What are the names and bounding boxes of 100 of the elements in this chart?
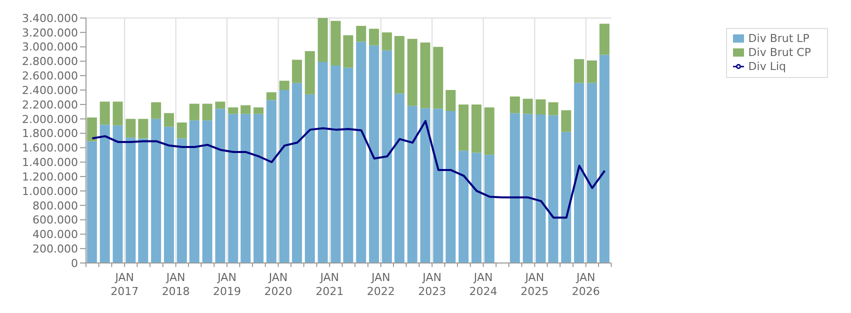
bar xyxy=(228,114,238,263)
bar xyxy=(266,92,276,100)
y-tick-label: 600.000 xyxy=(32,214,78,227)
bar xyxy=(484,154,494,263)
bar xyxy=(369,28,380,46)
x-tick-label: JAN 2025 xyxy=(520,271,549,298)
bar xyxy=(176,138,187,263)
bar xyxy=(304,94,315,263)
bar xyxy=(240,105,251,114)
x-tick-label: JAN 2021 xyxy=(316,271,344,298)
legend-label: Div Liq xyxy=(748,60,786,73)
y-tick-label: 800.000 xyxy=(32,199,78,212)
bar xyxy=(202,120,212,263)
bar xyxy=(151,118,162,263)
bar xyxy=(189,120,200,263)
bar xyxy=(420,42,430,108)
bar xyxy=(407,38,418,106)
legend-label: Div Brut CP xyxy=(748,46,811,59)
bar xyxy=(318,62,328,263)
bar xyxy=(292,82,302,263)
bar xyxy=(100,124,110,263)
bar xyxy=(164,126,174,263)
bar xyxy=(561,110,572,132)
bar xyxy=(330,66,341,263)
bar xyxy=(100,102,110,125)
bar xyxy=(586,82,597,263)
bar xyxy=(202,104,212,120)
bar xyxy=(599,24,610,55)
bar xyxy=(189,104,200,120)
x-tick-label: JAN 2026 xyxy=(572,271,600,298)
bar xyxy=(318,18,328,62)
bar xyxy=(599,54,610,263)
bar xyxy=(176,122,187,138)
bar xyxy=(586,60,597,83)
bar xyxy=(304,51,315,94)
x-tick-label: JAN 2017 xyxy=(110,271,139,298)
y-tick-label: 0 xyxy=(71,256,78,270)
bar xyxy=(112,125,123,263)
bar xyxy=(86,141,97,263)
y-tick-label: 3.000.000 xyxy=(22,40,78,54)
y-tick-label: 200.000 xyxy=(32,242,78,256)
bar xyxy=(382,32,392,50)
bar xyxy=(458,104,469,151)
bar xyxy=(266,100,276,263)
bar xyxy=(228,107,238,114)
bar xyxy=(446,110,456,263)
bar xyxy=(86,117,97,142)
bar xyxy=(471,104,482,153)
bar xyxy=(164,113,174,127)
bar xyxy=(458,150,469,263)
y-tick-label: 2.200.000 xyxy=(22,98,78,112)
bar xyxy=(126,118,136,138)
bar xyxy=(420,108,430,263)
bar xyxy=(126,138,136,263)
y-tick-label: 400.000 xyxy=(32,228,78,242)
bar xyxy=(484,107,494,155)
x-tick-label: JAN 2020 xyxy=(264,271,292,298)
bar xyxy=(356,42,366,263)
bar xyxy=(151,102,162,119)
x-tick-label: JAN 2018 xyxy=(162,271,190,298)
y-tick-label: 1.800.000 xyxy=(22,127,78,140)
bar xyxy=(215,108,226,263)
bar xyxy=(369,45,380,263)
legend-label: Div Brut LP xyxy=(748,32,810,45)
y-tick-label: 3.200.000 xyxy=(22,26,78,40)
x-tick-label: JAN 2022 xyxy=(366,271,395,298)
bar xyxy=(548,115,558,263)
bar xyxy=(215,102,226,109)
x-tick-label: JAN 2019 xyxy=(213,271,242,298)
bar xyxy=(574,59,584,83)
bar xyxy=(240,114,251,263)
bar xyxy=(356,26,366,42)
bar xyxy=(343,35,354,68)
bar xyxy=(510,113,520,263)
bar xyxy=(574,82,584,263)
bar xyxy=(138,138,148,263)
x-tick-label: JAN 2024 xyxy=(469,271,498,298)
y-tick-label: 1.000.000 xyxy=(22,184,78,198)
bar xyxy=(254,114,264,263)
y-tick-label: 1.200.000 xyxy=(22,170,78,184)
bar xyxy=(112,102,123,126)
bar xyxy=(343,68,354,263)
bar xyxy=(292,60,302,83)
bar xyxy=(510,96,520,114)
bar xyxy=(561,132,572,263)
bar xyxy=(536,114,546,263)
bar xyxy=(522,98,533,114)
bar xyxy=(433,46,444,109)
y-tick-label: 2.600.000 xyxy=(22,70,78,83)
bar xyxy=(330,20,341,66)
bar xyxy=(138,118,148,138)
bar xyxy=(471,152,482,263)
bar xyxy=(394,36,404,94)
line-series xyxy=(91,120,606,219)
bar xyxy=(522,114,533,263)
y-tick-label: 1.600.000 xyxy=(22,142,78,155)
y-tick-label: 2.400.000 xyxy=(22,84,78,97)
bar xyxy=(254,107,264,114)
bar xyxy=(279,80,290,90)
y-tick-label: 2.000.000 xyxy=(22,112,78,126)
